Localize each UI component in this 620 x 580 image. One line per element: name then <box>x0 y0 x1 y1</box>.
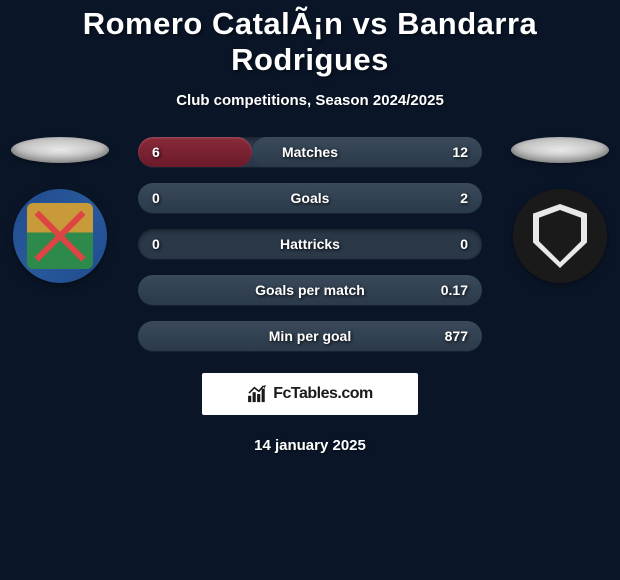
comparison-row: 6 Matches 12 0 Goals 2 0 Hattricks 0 Goals per ma… <box>0 137 620 367</box>
branding-box: FcTables.com <box>202 373 418 415</box>
stat-label: Hattricks <box>280 236 340 252</box>
date-text: 14 january 2025 <box>0 437 620 454</box>
stat-value-right: 0.17 <box>441 282 468 298</box>
club-badge-right <box>513 189 607 283</box>
stat-row: 6 Matches 12 <box>138 137 482 167</box>
subtitle: Club competitions, Season 2024/2025 <box>0 92 620 109</box>
stat-value-left: 6 <box>152 144 160 160</box>
chart-icon <box>247 385 269 403</box>
stat-label: Min per goal <box>269 328 351 344</box>
stat-label: Goals per match <box>255 282 365 298</box>
stat-row: Min per goal 877 <box>138 321 482 351</box>
stat-value-right: 12 <box>452 144 468 160</box>
stat-value-left: 0 <box>152 190 160 206</box>
stat-row: 0 Hattricks 0 <box>138 229 482 259</box>
stat-value-right: 2 <box>460 190 468 206</box>
stat-label: Goals <box>291 190 330 206</box>
club-badge-left <box>13 189 107 283</box>
player-right-avatar-placeholder <box>511 137 609 163</box>
branding-text: FcTables.com <box>273 385 373 403</box>
stat-label: Matches <box>282 144 338 160</box>
stat-row: 0 Goals 2 <box>138 183 482 213</box>
player-left-column <box>8 137 112 283</box>
stat-value-right: 0 <box>460 236 468 252</box>
stat-value-right: 877 <box>445 328 468 344</box>
stat-value-left: 0 <box>152 236 160 252</box>
player-left-avatar-placeholder <box>11 137 109 163</box>
stat-row: Goals per match 0.17 <box>138 275 482 305</box>
stats-column: 6 Matches 12 0 Goals 2 0 Hattricks 0 Goals per ma… <box>120 137 500 367</box>
player-right-column <box>508 137 612 283</box>
page-title: Romero CatalÃ¡n vs Bandarra Rodrigues <box>0 0 620 78</box>
